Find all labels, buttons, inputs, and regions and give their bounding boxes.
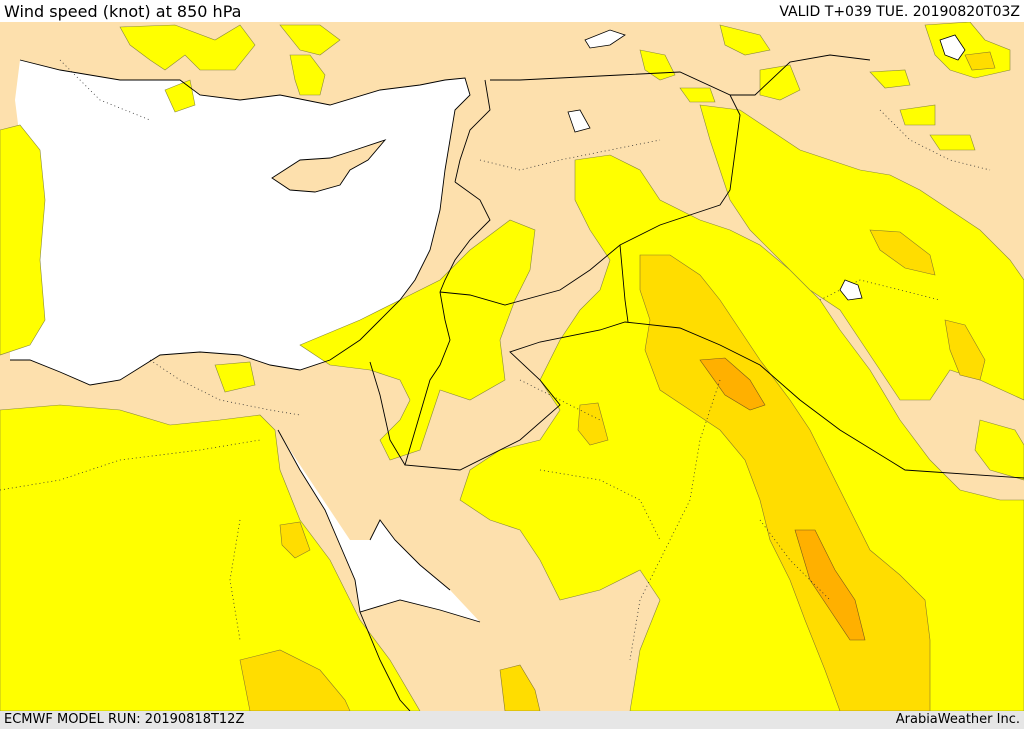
footer-bar: ECMWF MODEL RUN: 20190818T12Z ArabiaWeat… [0, 711, 1024, 729]
lake-van [839, 279, 863, 301]
province-boundaries [0, 59, 991, 661]
mediterranean-sea [10, 60, 470, 385]
lake-urmia [939, 34, 966, 61]
wind-speed-band-3 [699, 357, 866, 641]
map-title: Wind speed (knot) at 850 hPa [4, 2, 242, 21]
model-run-label: ECMWF MODEL RUN: 20190818T12Z [4, 712, 245, 727]
country-borders [359, 54, 1024, 711]
coastlines [10, 59, 481, 623]
lake-tuz [584, 29, 626, 49]
red-sea [278, 430, 480, 622]
valid-time-label: VALID T+039 TUE. 20190820T03Z [779, 4, 1020, 20]
credit-label: ArabiaWeather Inc. [895, 712, 1020, 727]
cyprus-island [272, 140, 385, 192]
map-panel [0, 22, 1024, 711]
header-bar: Wind speed (knot) at 850 hPa VALID T+039… [0, 0, 1024, 22]
wind-map [0, 22, 1024, 711]
lake-tharthar [567, 109, 591, 133]
